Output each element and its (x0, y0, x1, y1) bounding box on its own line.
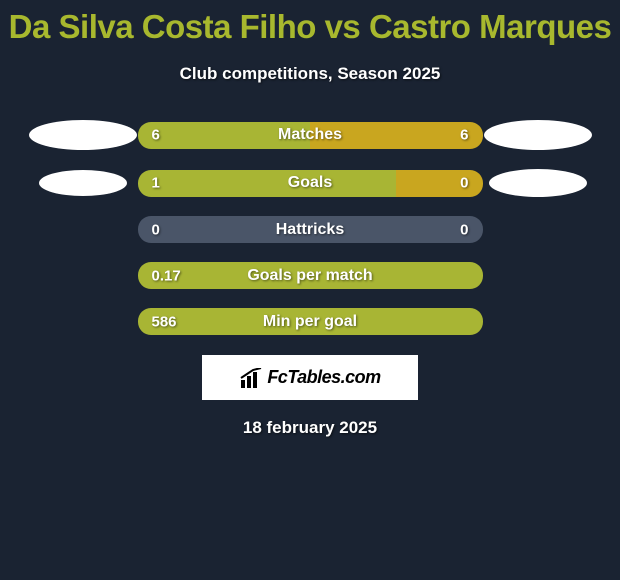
stat-label: Hattricks (138, 221, 483, 239)
page-title: Da Silva Costa Filho vs Castro Marques (0, 8, 620, 46)
avatar-left-slot (28, 170, 138, 196)
player-avatar-left (29, 120, 137, 150)
stat-rows: 6Matches6 1Goals0 0Hattricks0 0.17Goals per… (0, 120, 620, 335)
bar-left-fill (138, 170, 397, 197)
chart-icon (239, 368, 263, 388)
bar-right-fill (396, 170, 482, 197)
stat-value-left: 0 (152, 221, 160, 238)
player-avatar-right (489, 169, 587, 197)
bar-left-fill (138, 308, 483, 335)
subtitle: Club competitions, Season 2025 (0, 64, 620, 84)
avatar-right-slot (483, 169, 593, 197)
stat-row: 6Matches6 (0, 120, 620, 150)
stat-bar: 0Hattricks0 (138, 216, 483, 243)
bar-left-fill (138, 262, 483, 289)
stat-bar: 0.17Goals per match (138, 262, 483, 289)
avatar-right-slot (483, 120, 593, 150)
player-avatar-left (39, 170, 127, 196)
player-avatar-right (484, 120, 592, 150)
stat-row: 1Goals0 (0, 169, 620, 197)
stat-row: 0Hattricks0 (0, 216, 620, 243)
stat-value-right: 0 (460, 221, 468, 238)
bar-right-fill (310, 122, 483, 149)
avatar-left-slot (28, 120, 138, 150)
stat-row: 586Min per goal (0, 308, 620, 335)
comparison-container: Da Silva Costa Filho vs Castro Marques C… (0, 0, 620, 438)
stat-row: 0.17Goals per match (0, 262, 620, 289)
stat-bar: 6Matches6 (138, 122, 483, 149)
bar-left-fill (138, 122, 311, 149)
logo-text: FcTables.com (267, 367, 380, 388)
date-text: 18 february 2025 (0, 418, 620, 438)
stat-bar: 1Goals0 (138, 170, 483, 197)
logo-box[interactable]: FcTables.com (202, 355, 418, 400)
stat-bar: 586Min per goal (138, 308, 483, 335)
